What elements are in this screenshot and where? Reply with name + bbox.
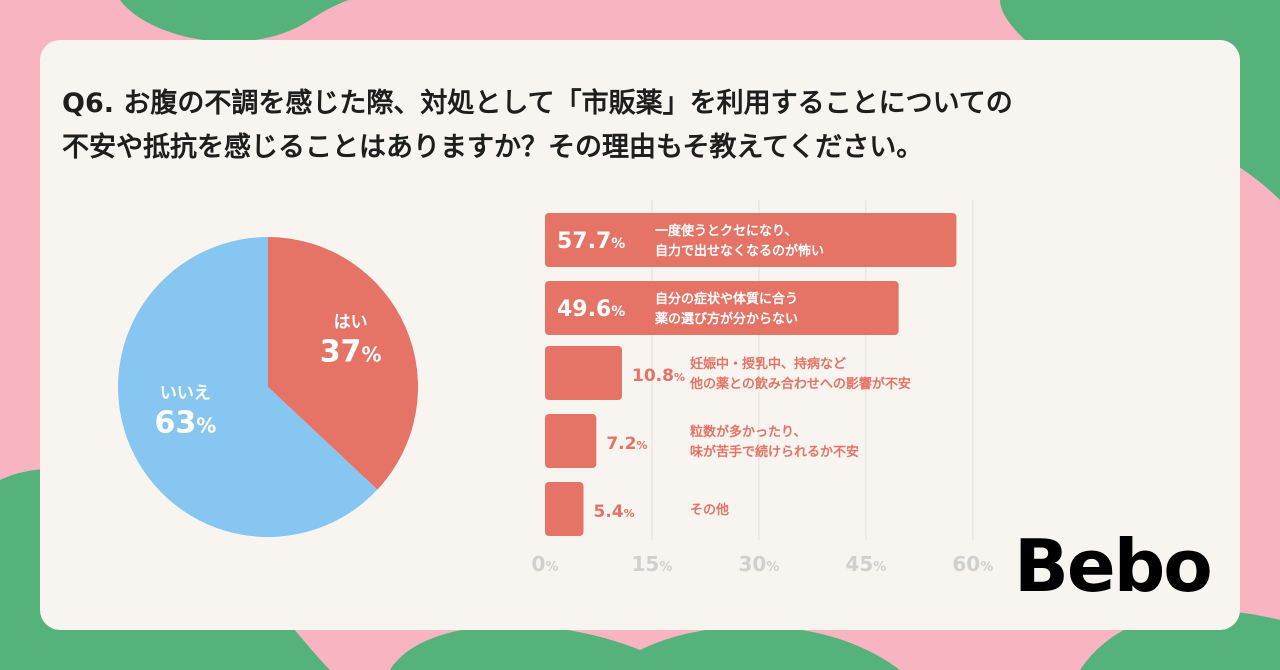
x-tick-4-value: 60: [952, 552, 980, 576]
bar-4-value-label: 5.4%: [594, 502, 635, 522]
bar-0: [545, 213, 957, 267]
bar-0-value-label: 57.7%: [557, 229, 625, 254]
bar-chart: 0% 15% 30% 45% 60%57.7%一度使うとクセになり、自力で出せなくなるの…: [532, 200, 993, 576]
x-tick-1-value-label: 15%: [632, 552, 673, 576]
bar-2-value-label: 10.8%: [632, 366, 685, 386]
bar-0-label-line-0: 一度使うとクセになり、: [655, 223, 797, 239]
pie-slice-0-value: 37: [320, 334, 362, 369]
x-tick-1-value: 15: [632, 552, 660, 576]
bar-1-value: 49.6: [557, 297, 611, 322]
x-tick-0-value: 0: [532, 552, 546, 576]
green-blob-top-left: [120, 0, 380, 42]
x-tick-2-value-label: 30%: [738, 552, 779, 576]
bar-1-label-line-0: 自分の症状や体質に合う: [655, 291, 798, 307]
x-tick-3-value: 45: [845, 552, 873, 576]
bar-3-label-line-0: 粒数が多かったり、: [690, 424, 806, 440]
green-blob-bottom-center: [390, 625, 900, 670]
pie-slice-0-unit: %: [361, 342, 381, 366]
bar-3-value-label: 7.2%: [606, 434, 647, 454]
bar-1-value-label: 49.6%: [557, 297, 625, 322]
pie-slice-1: [118, 237, 378, 537]
bar-1: [545, 281, 899, 335]
pie-slice-label-1: いいえ: [160, 384, 211, 404]
bar-0-label-line-1: 自力で出せなくなるのが怖い: [655, 243, 824, 259]
pie-slice-0-value-label: 37%: [320, 334, 382, 369]
bar-3-unit: %: [636, 439, 647, 452]
pie-slice-label-0: はい: [334, 312, 368, 332]
pie-slice-1-unit: %: [196, 414, 216, 438]
bar-3-label-line-1: 味が苦手で続けられるか不安: [690, 444, 859, 460]
bar-4-label-line-0: その他: [690, 502, 729, 518]
pie-slice-1-value-label: 63%: [155, 406, 217, 441]
bar-2-label-line-1: 他の薬との飲み合わせへの影響が不安: [689, 376, 911, 392]
bar-2-value: 10.8: [632, 366, 674, 386]
question-title-line-2: 不安や抵抗を感じることはありますか？その理由もそ教えてください。: [62, 132, 924, 163]
x-tick-2-unit: %: [766, 560, 779, 575]
x-tick-4-value-label: 60%: [952, 552, 993, 576]
bar-1-unit: %: [611, 304, 625, 320]
bar-2-label-line-0: 妊娠中・授乳中、持病など: [690, 356, 846, 372]
bar-3-value: 7.2: [606, 434, 636, 454]
bebo-logo: Bebo: [1014, 524, 1213, 608]
pie-slice-0: [268, 237, 419, 490]
x-tick-0-unit: %: [545, 560, 558, 575]
bar-0-unit: %: [611, 236, 625, 252]
bar-4-unit: %: [624, 507, 635, 520]
x-tick-1-unit: %: [659, 560, 672, 575]
x-tick-3-unit: %: [873, 560, 886, 575]
bar-0-value: 57.7: [557, 229, 611, 254]
x-tick-4-unit: %: [980, 560, 993, 575]
bar-1-label-line-1: 薬の選び方が分からない: [654, 311, 798, 327]
x-tick-3-value-label: 45%: [845, 552, 886, 576]
bar-4-value: 5.4: [594, 502, 624, 522]
question-title-line-1: Q6. お腹の不調を感じた際、対処として「市販薬」を利用することについての: [62, 88, 1013, 119]
pie-slice-1-value: 63: [155, 406, 197, 441]
bar-3: [545, 414, 597, 468]
bar-2: [545, 346, 623, 400]
question-title: Q6. お腹の不調を感じた際、対処として「市販薬」を利用することについての 不安…: [62, 82, 1222, 170]
bar-2-unit: %: [674, 371, 685, 384]
x-tick-0-value-label: 0%: [532, 552, 559, 576]
x-tick-2-value: 30: [738, 552, 766, 576]
bar-4: [545, 482, 584, 536]
